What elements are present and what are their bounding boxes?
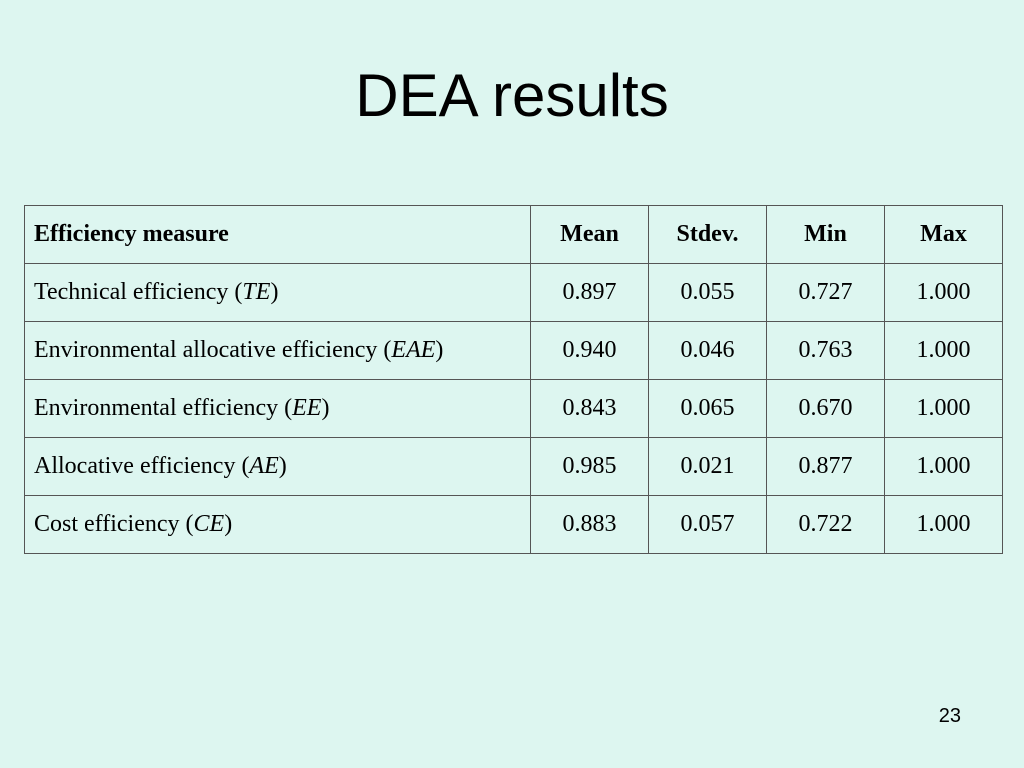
measure-label: Environmental allocative efficiency ( [34, 337, 392, 363]
mean-cell: 0.940 [530, 321, 649, 380]
table-row: Environmental efficiency (EE) 0.843 0.06… [24, 379, 1003, 438]
mean-cell: 0.843 [530, 379, 649, 438]
max-cell: 1.000 [884, 321, 1003, 380]
stdev-cell: 0.065 [648, 379, 767, 438]
measure-close: ) [278, 453, 287, 479]
measure-cell: Technical efficiency (TE) [24, 263, 531, 322]
table-row: Environmental allocative efficiency (EAE… [24, 321, 1003, 380]
measure-cell: Cost efficiency (CE) [24, 495, 531, 554]
header-efficiency-measure: Efficiency measure [24, 205, 531, 264]
min-cell: 0.670 [766, 379, 885, 438]
page-number: 23 [938, 705, 961, 727]
measure-cell: Environmental allocative efficiency (EAE… [24, 321, 531, 380]
stdev-cell: 0.046 [648, 321, 767, 380]
measure-abbr: TE [242, 279, 271, 305]
measure-close: ) [270, 279, 279, 305]
max-cell: 1.000 [884, 263, 1003, 322]
measure-label: Cost efficiency ( [34, 511, 194, 537]
slide-title: DEA results [355, 62, 669, 129]
header-mean: Mean [530, 205, 649, 264]
stdev-cell: 0.021 [648, 437, 767, 496]
mean-cell: 0.883 [530, 495, 649, 554]
measure-label: Allocative efficiency ( [34, 453, 250, 479]
measure-cell: Environmental efficiency (EE) [24, 379, 531, 438]
measure-label: Environmental efficiency ( [34, 395, 293, 421]
max-cell: 1.000 [884, 495, 1003, 554]
measure-close: ) [224, 511, 233, 537]
min-cell: 0.877 [766, 437, 885, 496]
min-cell: 0.727 [766, 263, 885, 322]
stdev-cell: 0.055 [648, 263, 767, 322]
min-cell: 0.763 [766, 321, 885, 380]
header-min: Min [766, 205, 885, 264]
measure-abbr: EAE [391, 337, 436, 363]
measure-abbr: CE [193, 511, 225, 537]
results-table: Efficiency measure Mean Stdev. Min Max T… [24, 205, 1003, 554]
max-cell: 1.000 [884, 379, 1003, 438]
measure-cell: Allocative efficiency (AE) [24, 437, 531, 496]
stdev-cell: 0.057 [648, 495, 767, 554]
measure-label: Technical efficiency ( [34, 279, 243, 305]
measure-abbr: AE [249, 453, 279, 479]
min-cell: 0.722 [766, 495, 885, 554]
table-row: Allocative efficiency (AE) 0.985 0.021 0… [24, 437, 1003, 496]
table-row: Cost efficiency (CE) 0.883 0.057 0.722 1… [24, 495, 1003, 554]
max-cell: 1.000 [884, 437, 1003, 496]
measure-close: ) [321, 395, 330, 421]
mean-cell: 0.985 [530, 437, 649, 496]
table-row: Technical efficiency (TE) 0.897 0.055 0.… [24, 263, 1003, 322]
mean-cell: 0.897 [530, 263, 649, 322]
measure-close: ) [435, 337, 444, 363]
header-max: Max [884, 205, 1003, 264]
measure-abbr: EE [292, 395, 322, 421]
table-header-row: Efficiency measure Mean Stdev. Min Max [24, 205, 1003, 264]
header-stdev: Stdev. [648, 205, 767, 264]
